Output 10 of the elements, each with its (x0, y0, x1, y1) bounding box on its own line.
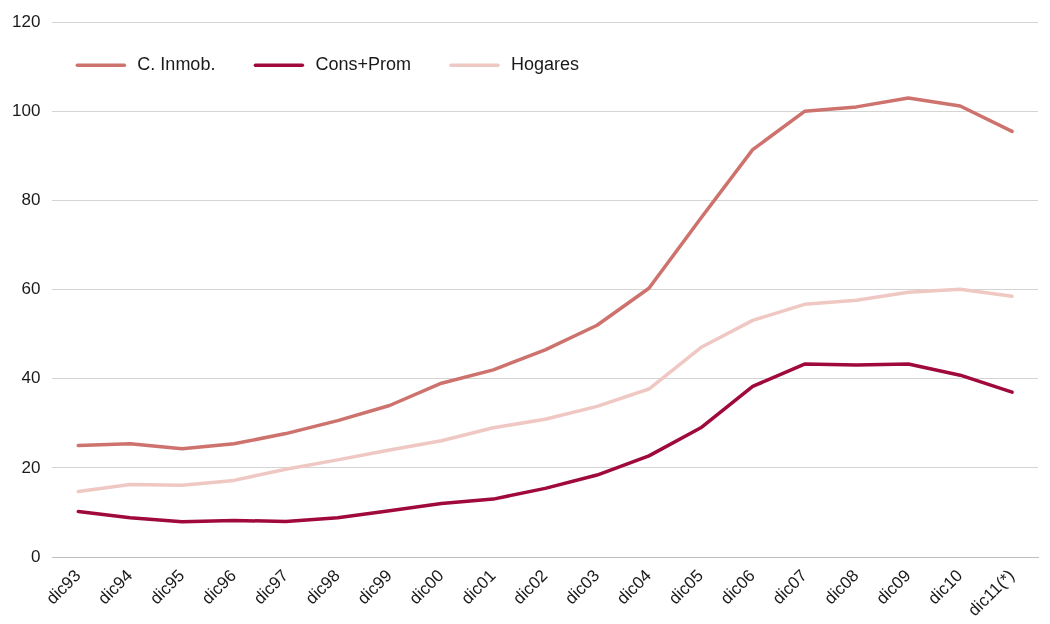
legend-label: C. Inmob. (137, 54, 216, 75)
y-tick-label: 20 (21, 457, 41, 477)
y-tick-label: 0 (30, 546, 41, 566)
y-tick-label: 100 (11, 101, 41, 121)
y-tick-label: 60 (21, 279, 41, 299)
legend-label: Hogares (510, 54, 579, 75)
legend-label: Cons+Prom (315, 54, 411, 75)
y-tick-label: 40 (21, 368, 41, 388)
y-tick-label: 120 (11, 11, 41, 31)
y-tick-label: 80 (21, 190, 41, 210)
